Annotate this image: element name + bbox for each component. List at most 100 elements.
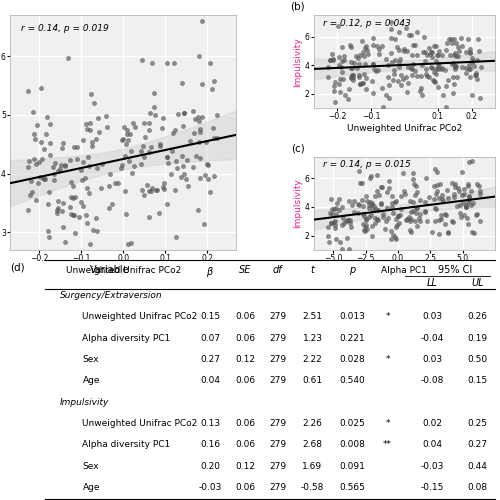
Text: Variable: Variable [90, 265, 130, 275]
Point [430, 42, 438, 50]
Point [413, 72, 421, 80]
Point [82, 120, 90, 128]
Point [383, 204, 391, 212]
Point [402, 74, 410, 82]
Text: 279: 279 [269, 376, 286, 386]
Point [204, 175, 212, 183]
Point [352, 64, 360, 72]
X-axis label: Alpha PC1: Alpha PC1 [382, 266, 428, 275]
Text: 0.028: 0.028 [340, 355, 365, 364]
Point [104, 123, 112, 131]
Point [174, 110, 182, 118]
Point [178, 78, 186, 86]
Point [138, 56, 146, 64]
Point [468, 54, 476, 62]
Point [356, 80, 364, 88]
Point [146, 108, 154, 116]
Point [143, 180, 151, 188]
Point [349, 71, 357, 79]
Point [387, 49, 395, 57]
Point [433, 168, 441, 176]
Point [168, 147, 176, 155]
Point [140, 191, 148, 199]
Point [84, 154, 92, 162]
Point [382, 56, 390, 64]
Point [396, 55, 404, 63]
Point [430, 76, 438, 84]
Text: 0.06: 0.06 [235, 419, 255, 428]
Point [403, 88, 411, 96]
Point [462, 64, 470, 72]
Point [467, 186, 475, 194]
Point [78, 176, 86, 184]
Point [435, 194, 443, 202]
Point [470, 62, 478, 70]
Point [476, 47, 484, 55]
Point [426, 50, 434, 58]
Point [41, 175, 49, 183]
Point [40, 146, 48, 154]
Point [372, 187, 380, 195]
Point [431, 78, 439, 86]
Point [330, 218, 338, 226]
Point [140, 152, 147, 160]
Point [156, 140, 164, 148]
Point [441, 220, 449, 228]
Point [117, 164, 125, 172]
Point [389, 76, 397, 84]
Point [450, 51, 458, 59]
Point [172, 126, 179, 134]
Point [387, 26, 395, 34]
Point [170, 59, 177, 67]
Point [388, 18, 396, 25]
Point [350, 208, 358, 216]
Point [366, 198, 374, 206]
Point [338, 220, 346, 228]
Point [190, 115, 198, 123]
Point [24, 162, 32, 170]
Point [95, 128, 103, 136]
Point [336, 62, 344, 70]
Point [458, 42, 466, 50]
Point [454, 52, 462, 60]
Point [150, 89, 158, 97]
Text: (c): (c) [291, 143, 305, 153]
Point [432, 187, 440, 195]
Point [186, 138, 194, 145]
Point [385, 184, 393, 192]
Point [450, 59, 458, 67]
Point [360, 210, 368, 218]
Point [367, 211, 375, 219]
Point [182, 175, 190, 183]
Point [438, 190, 446, 198]
Point [436, 230, 444, 238]
Point [458, 64, 466, 72]
Text: *: * [385, 312, 390, 322]
Point [466, 48, 474, 56]
Point [362, 222, 370, 230]
Point [378, 84, 386, 92]
Point [122, 140, 130, 148]
Point [180, 170, 188, 178]
Point [464, 35, 472, 43]
Point [156, 142, 164, 150]
Point [88, 142, 96, 150]
Point [374, 216, 382, 224]
Text: -0.58: -0.58 [301, 483, 324, 492]
Point [86, 240, 94, 248]
Point [373, 171, 381, 179]
Point [360, 202, 368, 210]
Point [148, 184, 156, 192]
Point [450, 80, 458, 88]
Point [29, 108, 37, 116]
Point [333, 198, 341, 206]
Point [383, 188, 391, 196]
Point [423, 72, 431, 80]
Text: **: ** [383, 440, 392, 450]
Point [361, 44, 369, 52]
Point [388, 192, 396, 200]
Point [362, 84, 370, 92]
Point [398, 75, 406, 83]
Point [358, 80, 366, 88]
Point [389, 230, 397, 238]
